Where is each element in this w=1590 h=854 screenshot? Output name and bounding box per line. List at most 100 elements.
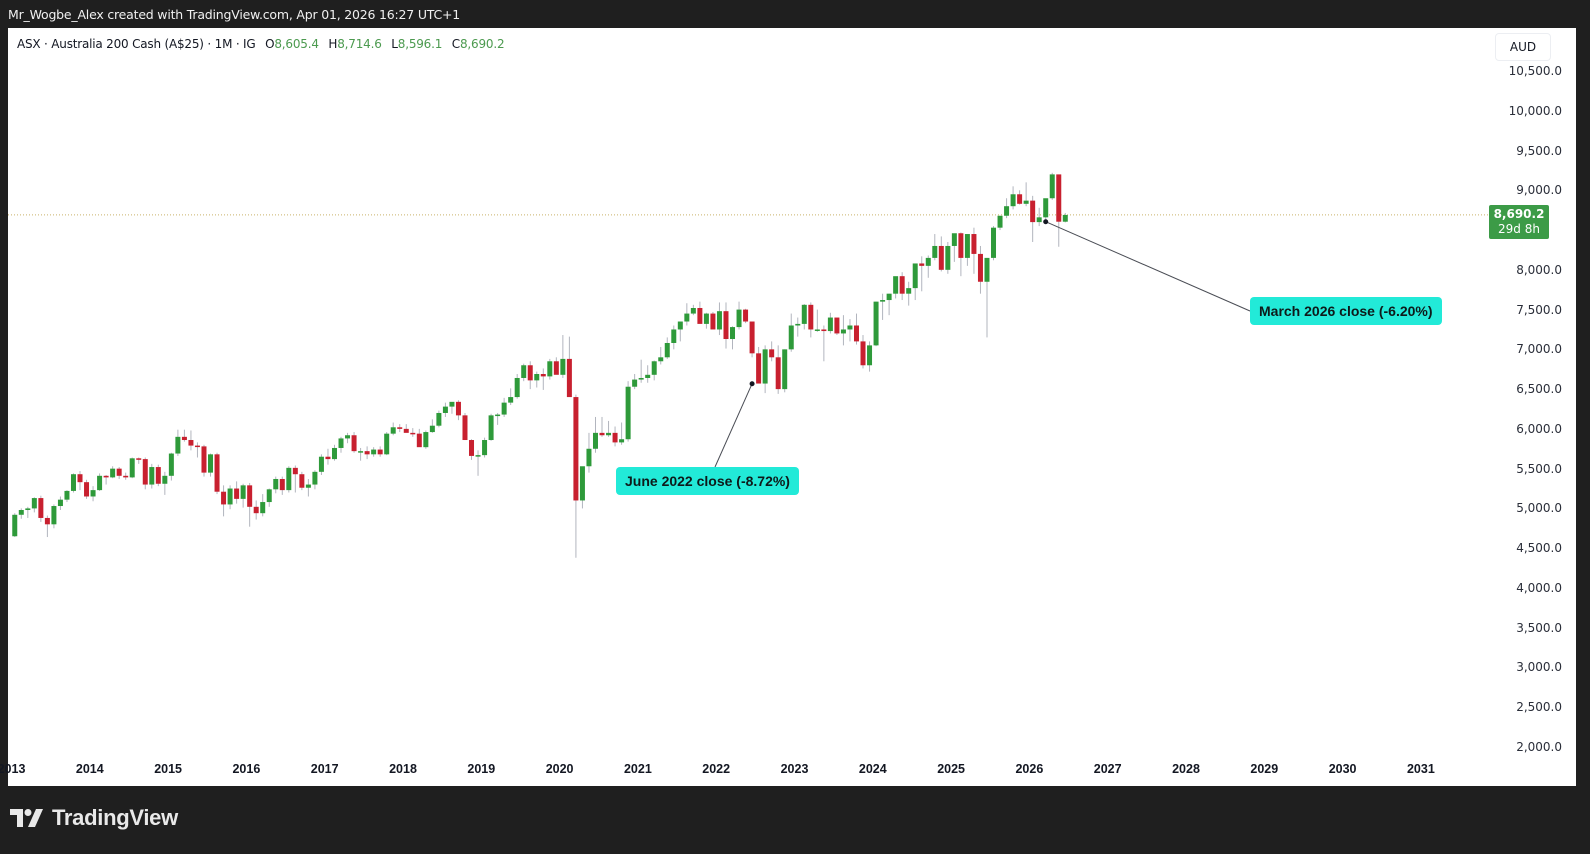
candle[interactable] xyxy=(501,397,507,417)
candle[interactable] xyxy=(971,227,977,274)
candle[interactable] xyxy=(782,349,788,393)
candle[interactable] xyxy=(194,442,200,458)
candle[interactable] xyxy=(599,416,605,437)
candle[interactable] xyxy=(286,466,292,493)
candle[interactable] xyxy=(116,467,122,479)
candle[interactable] xyxy=(932,234,938,261)
symbol-title[interactable]: ASX · Australia 200 Cash (A$25) · 1M · I… xyxy=(17,37,256,51)
candle[interactable] xyxy=(175,429,181,456)
candle[interactable] xyxy=(12,513,18,538)
candle[interactable] xyxy=(671,325,677,350)
candle[interactable] xyxy=(775,345,781,394)
candle[interactable] xyxy=(260,494,266,517)
candle[interactable] xyxy=(579,466,585,509)
candle[interactable] xyxy=(18,508,24,519)
candle[interactable] xyxy=(51,504,57,529)
candle[interactable] xyxy=(658,346,664,365)
candle[interactable] xyxy=(873,301,879,347)
candle[interactable] xyxy=(416,428,422,448)
candle[interactable] xyxy=(318,454,324,476)
candle[interactable] xyxy=(488,413,494,441)
candle[interactable] xyxy=(253,500,259,520)
candle[interactable] xyxy=(266,488,272,507)
candle[interactable] xyxy=(756,346,762,384)
candle[interactable] xyxy=(410,428,416,437)
candle[interactable] xyxy=(162,471,168,495)
annotation-june-2022[interactable]: June 2022 close (-8.72%) xyxy=(616,467,799,495)
candle[interactable] xyxy=(70,473,76,493)
candle[interactable] xyxy=(338,436,344,453)
candle[interactable] xyxy=(945,241,951,274)
candle[interactable] xyxy=(1062,212,1068,223)
candle[interactable] xyxy=(299,471,305,491)
candle[interactable] xyxy=(814,309,820,332)
candle[interactable] xyxy=(938,236,944,272)
candle[interactable] xyxy=(325,448,331,465)
candle[interactable] xyxy=(90,486,96,502)
candle[interactable] xyxy=(743,308,749,324)
candle[interactable] xyxy=(684,303,690,326)
candle[interactable] xyxy=(1004,198,1010,219)
candle[interactable] xyxy=(788,313,794,352)
candle[interactable] xyxy=(586,432,592,473)
candle[interactable] xyxy=(547,358,553,380)
candle[interactable] xyxy=(808,302,814,338)
candle[interactable] xyxy=(977,245,983,294)
candle[interactable] xyxy=(880,293,886,320)
candle[interactable] xyxy=(730,326,736,350)
candle[interactable] xyxy=(762,345,768,394)
candle[interactable] xyxy=(958,232,964,277)
candle[interactable] xyxy=(31,497,37,513)
candle[interactable] xyxy=(495,412,501,425)
candle[interactable] xyxy=(612,426,618,447)
candle[interactable] xyxy=(1017,190,1023,205)
candle[interactable] xyxy=(214,452,220,495)
candle[interactable] xyxy=(364,446,370,460)
candle[interactable] xyxy=(97,473,103,491)
candle[interactable] xyxy=(821,325,827,362)
candle[interactable] xyxy=(38,495,44,522)
candle[interactable] xyxy=(899,272,905,301)
candle[interactable] xyxy=(997,215,1003,231)
candle[interactable] xyxy=(279,476,285,495)
candle[interactable] xyxy=(867,341,873,372)
candle[interactable] xyxy=(514,374,520,399)
candle[interactable] xyxy=(697,301,703,324)
candle[interactable] xyxy=(103,475,109,485)
candle[interactable] xyxy=(1049,172,1055,200)
candle[interactable] xyxy=(1056,174,1062,247)
candle[interactable] xyxy=(77,471,83,491)
candle[interactable] xyxy=(455,400,461,421)
candle[interactable] xyxy=(540,368,546,390)
candle[interactable] xyxy=(508,388,514,406)
candle[interactable] xyxy=(234,481,240,504)
candle[interactable] xyxy=(351,432,357,453)
candle[interactable] xyxy=(475,450,481,476)
candle[interactable] xyxy=(534,371,540,388)
candle[interactable] xyxy=(240,483,246,508)
currency-button[interactable]: AUD xyxy=(1495,33,1551,61)
candle[interactable] xyxy=(951,233,957,262)
candle[interactable] xyxy=(632,374,638,390)
candle[interactable] xyxy=(651,360,657,381)
candle[interactable] xyxy=(736,301,742,330)
candle[interactable] xyxy=(840,315,846,346)
candle[interactable] xyxy=(553,357,559,375)
candle[interactable] xyxy=(912,263,918,301)
candle[interactable] xyxy=(834,317,840,336)
annotation-march-2026[interactable]: March 2026 close (-6.20%) xyxy=(1250,297,1442,325)
candle[interactable] xyxy=(592,416,598,453)
candle[interactable] xyxy=(716,302,722,336)
candle[interactable] xyxy=(397,424,403,433)
candle[interactable] xyxy=(155,464,161,487)
candle[interactable] xyxy=(749,321,755,358)
candle[interactable] xyxy=(664,337,670,359)
candle[interactable] xyxy=(710,311,716,330)
candle[interactable] xyxy=(645,365,651,383)
candle[interactable] xyxy=(573,394,579,558)
candle[interactable] xyxy=(129,457,135,479)
candle[interactable] xyxy=(1010,186,1016,210)
candle[interactable] xyxy=(57,496,63,511)
candle[interactable] xyxy=(1036,207,1042,227)
candle[interactable] xyxy=(527,361,533,390)
